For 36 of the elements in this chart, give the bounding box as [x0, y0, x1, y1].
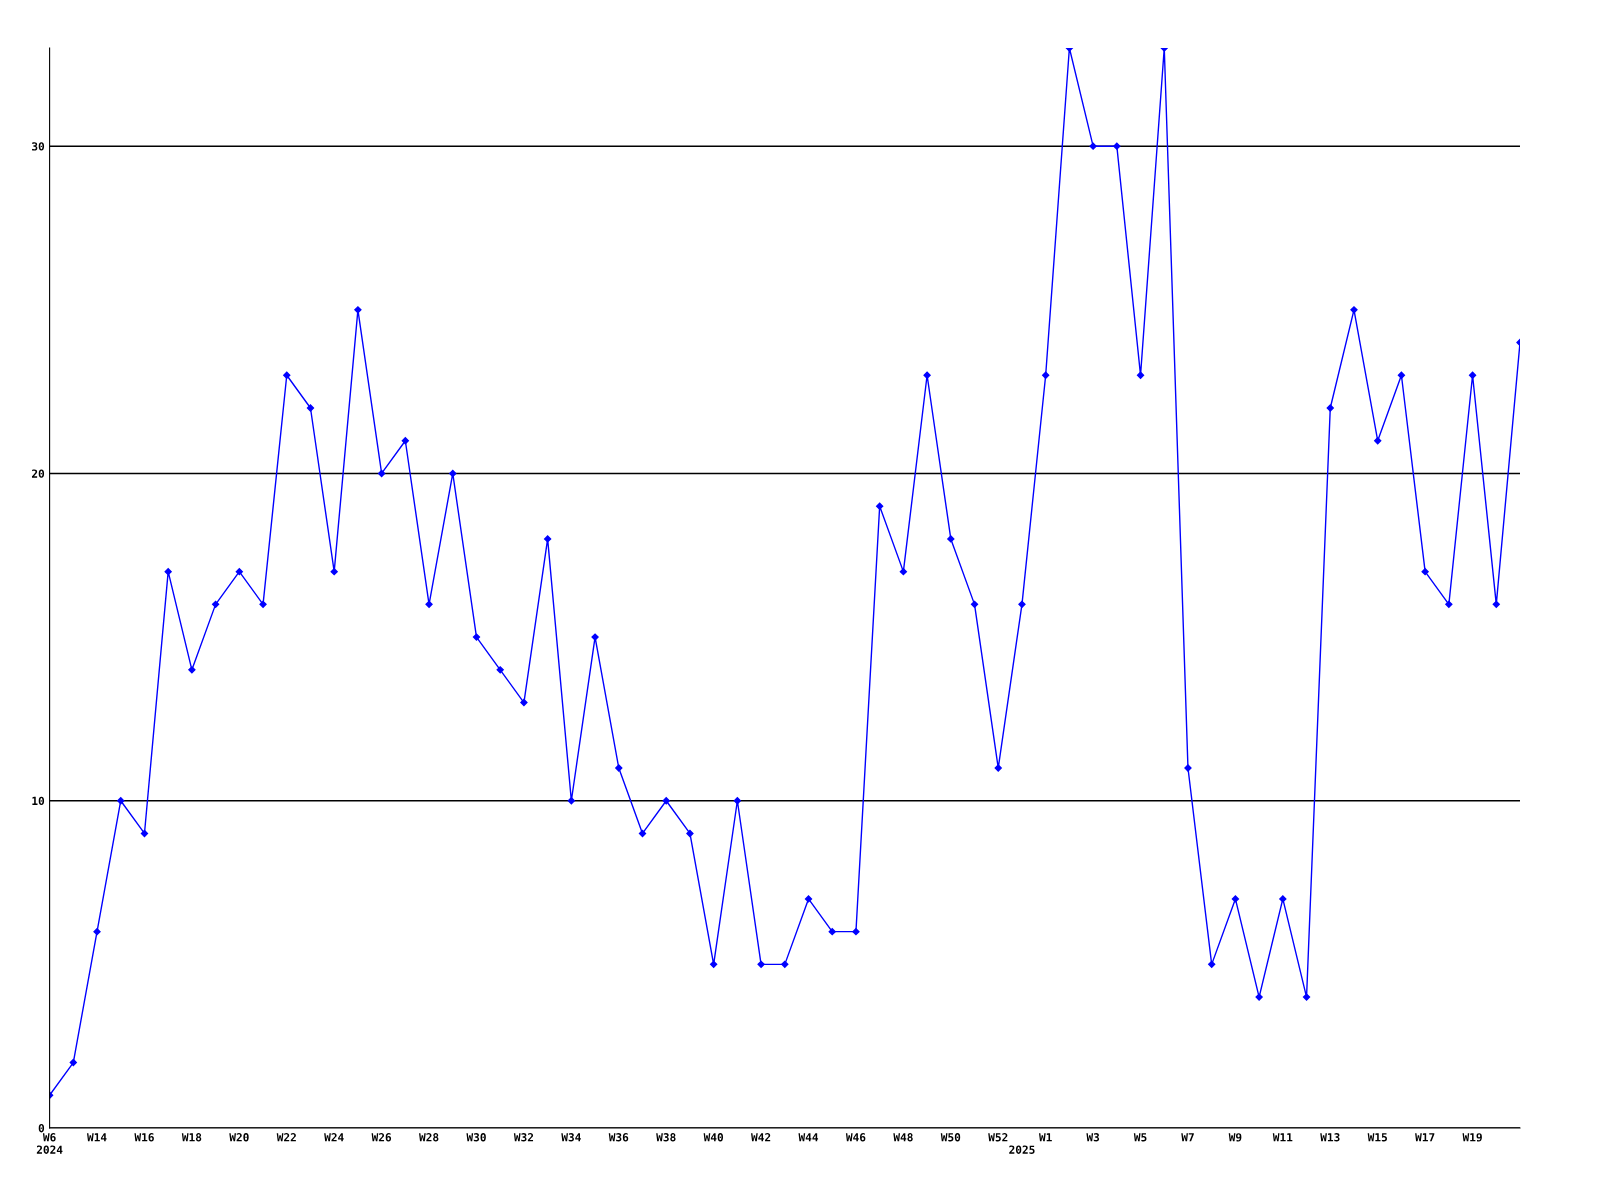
x-tick-label: W44	[798, 1133, 819, 1142]
x-tick-label: W5	[1133, 1133, 1147, 1142]
x-tick-label: W14	[87, 1133, 107, 1142]
x-tick-label: W18	[181, 1133, 202, 1142]
x-tick-label: 2025	[1009, 1145, 1035, 1154]
x-tick-label: W24	[324, 1133, 344, 1142]
x-tick-label: W28	[419, 1133, 439, 1142]
x-tick-label: W48	[893, 1133, 913, 1142]
x-tick-label: W22	[276, 1133, 296, 1142]
x-tick-label: W46	[845, 1133, 866, 1142]
y-tick-label: 10	[32, 796, 45, 806]
x-tick-label: W32	[513, 1133, 534, 1142]
x-tick-label: W30	[466, 1133, 486, 1142]
x-tick-label: W3	[1086, 1133, 1100, 1142]
x-tick-label: W52	[988, 1133, 1008, 1142]
x-tick-label: W13	[1320, 1133, 1340, 1142]
y-tick-label: 0	[38, 1123, 45, 1133]
x-tick-label: W42	[751, 1133, 771, 1142]
y-tick-label: 20	[31, 469, 45, 478]
x-tick-label: W15	[1367, 1133, 1387, 1142]
x-tick-label: W9	[1228, 1133, 1242, 1142]
x-tick-label: W11	[1272, 1133, 1293, 1142]
x-tick-label: W20	[229, 1133, 249, 1142]
x-tick-label: W34	[561, 1133, 581, 1142]
x-tick-label: W40	[703, 1133, 724, 1142]
x-tick-label: W7	[1181, 1133, 1194, 1142]
x-tick-label: W36	[608, 1133, 629, 1142]
x-tick-label: W6 2024	[36, 1133, 63, 1154]
x-tick-label: W26	[371, 1133, 392, 1142]
x-tick-label: W19	[1462, 1133, 1482, 1142]
x-tick-label: W50	[940, 1133, 961, 1142]
x-tick-label: W1	[1038, 1133, 1052, 1142]
x-tick-label: W17	[1415, 1133, 1435, 1142]
x-tick-label: W38	[656, 1133, 676, 1142]
x-tick-label: W16	[134, 1133, 154, 1142]
y-tick-label: 30	[32, 142, 45, 151]
